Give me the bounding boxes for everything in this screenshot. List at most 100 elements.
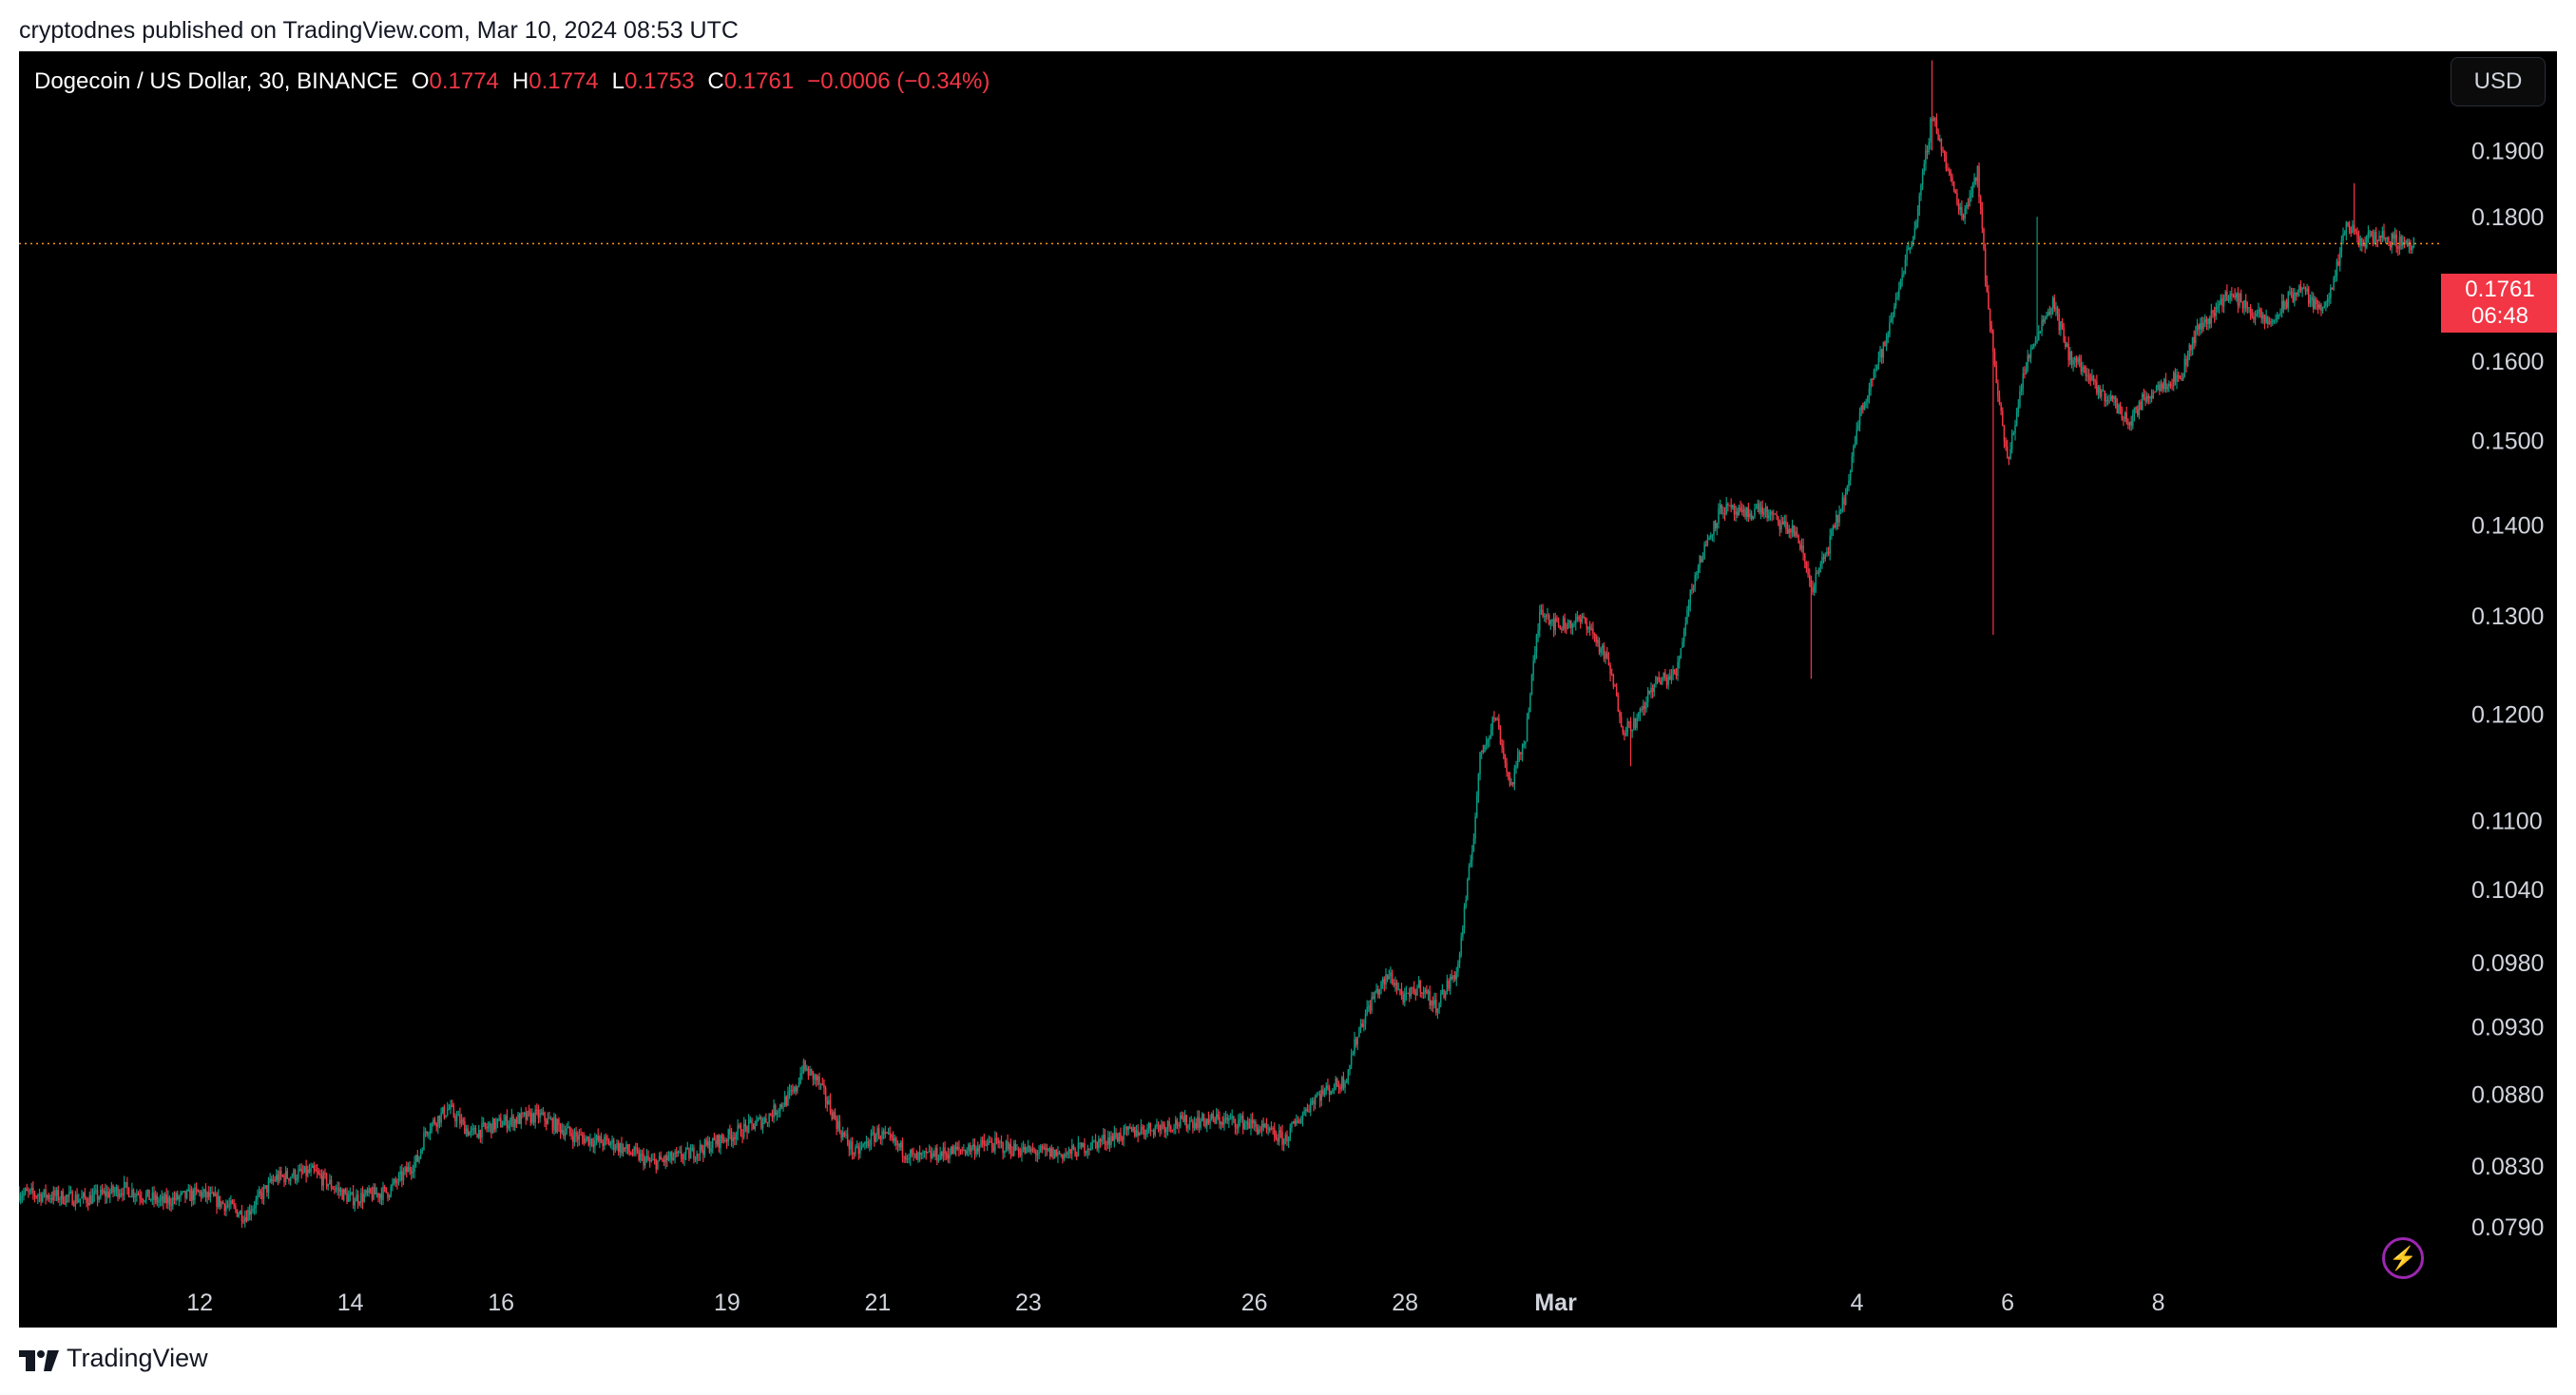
candle-body xyxy=(2275,318,2277,320)
candle-body xyxy=(1687,603,1690,610)
candle-body xyxy=(2193,336,2195,344)
candle-body xyxy=(567,1126,569,1129)
candle-body xyxy=(2284,301,2286,310)
candle-body xyxy=(1279,1130,1282,1133)
candle-body xyxy=(67,1194,68,1196)
tradingview-logo-icon xyxy=(19,1348,59,1371)
candle-body xyxy=(1035,1151,1037,1156)
candle-body xyxy=(1759,503,1760,513)
candle-body xyxy=(756,1120,758,1126)
candle-body xyxy=(1945,156,1948,169)
candle-body xyxy=(2376,239,2379,242)
candle-body xyxy=(1636,717,1638,728)
candle-body xyxy=(1463,907,1466,929)
candle-body xyxy=(129,1196,131,1198)
candle-body xyxy=(1065,1155,1067,1156)
candle-body xyxy=(303,1166,306,1173)
candle-body xyxy=(1506,763,1508,773)
candle-body xyxy=(1253,1121,1256,1124)
candle-body xyxy=(763,1118,765,1123)
symbol-title[interactable]: Dogecoin / US Dollar, 30, BINANCE xyxy=(34,68,398,94)
candle-body xyxy=(451,1104,453,1107)
candle-body xyxy=(689,1151,692,1159)
candle-body xyxy=(1701,559,1704,563)
candle-body xyxy=(694,1158,697,1160)
candle-body xyxy=(1281,1132,1283,1145)
candle-body xyxy=(1733,505,1736,515)
candle-body xyxy=(1125,1127,1128,1131)
candle-body xyxy=(917,1152,919,1160)
candle-body xyxy=(1496,718,1498,720)
candle-body xyxy=(2367,232,2370,237)
candle-body xyxy=(2343,233,2346,235)
candle-body xyxy=(1909,247,1912,249)
candle-body xyxy=(625,1144,627,1149)
candle-body xyxy=(2355,230,2357,232)
candle-body xyxy=(1677,661,1679,676)
candle-body xyxy=(106,1191,108,1197)
candle-body xyxy=(1187,1125,1189,1129)
candle-body xyxy=(1617,696,1620,712)
candle-body xyxy=(1978,166,1980,198)
candle-body xyxy=(1260,1123,1263,1131)
candle-body xyxy=(747,1119,750,1133)
candle-body xyxy=(1761,506,1763,515)
candle-body xyxy=(1328,1087,1331,1095)
tradingview-logo[interactable]: TradingView xyxy=(19,1344,208,1373)
candle-body xyxy=(336,1188,338,1190)
candle-body xyxy=(985,1144,987,1147)
candle-body xyxy=(1352,1054,1355,1056)
candle-body xyxy=(2019,391,2021,407)
candle-body xyxy=(465,1128,468,1135)
chart-panel[interactable]: 0.20000.19000.18000.17000.16000.15000.14… xyxy=(19,51,2557,1328)
candle-body xyxy=(2374,231,2375,244)
candle-body xyxy=(134,1195,136,1197)
candle-body xyxy=(2053,297,2056,310)
currency-button[interactable]: USD xyxy=(2451,57,2546,106)
candle-body xyxy=(253,1207,256,1209)
candle-body xyxy=(860,1145,863,1148)
candle-body xyxy=(310,1167,312,1173)
candle-body xyxy=(1728,505,1731,506)
candle-body xyxy=(544,1112,546,1121)
candle-body xyxy=(1313,1100,1315,1105)
candle-body xyxy=(1048,1148,1051,1157)
candle-body xyxy=(435,1123,437,1127)
candle-body xyxy=(988,1140,990,1143)
candle-body xyxy=(1554,618,1557,631)
candle-body xyxy=(1624,733,1627,736)
candle-body xyxy=(527,1111,529,1120)
candle-body xyxy=(641,1154,644,1156)
candle-body xyxy=(266,1185,268,1194)
candle-body xyxy=(1228,1118,1230,1121)
candle-body xyxy=(197,1190,199,1193)
candle-body xyxy=(462,1119,464,1121)
candle-body xyxy=(1120,1133,1122,1140)
candle-body xyxy=(633,1147,635,1155)
lightning-icon[interactable]: ⚡ xyxy=(2382,1237,2424,1279)
candle-body xyxy=(1721,505,1723,514)
candle-body xyxy=(1940,139,1943,151)
candle-body xyxy=(812,1071,815,1080)
candle-body xyxy=(93,1191,95,1195)
candle-body xyxy=(1084,1143,1086,1154)
candle-body xyxy=(771,1115,774,1118)
candle-body xyxy=(522,1112,524,1114)
candle-body xyxy=(2118,404,2120,414)
candle-body xyxy=(1703,545,1705,560)
candle-body xyxy=(1672,669,1674,676)
candlestick-chart[interactable]: 0.20000.19000.18000.17000.16000.15000.14… xyxy=(19,51,2557,1328)
candle-body xyxy=(1783,521,1786,525)
candle-body xyxy=(2086,374,2088,376)
candle-body xyxy=(672,1157,675,1160)
candle-body xyxy=(1008,1144,1010,1150)
candle-body xyxy=(2008,457,2010,460)
candle-body xyxy=(2135,407,2137,410)
candle-body xyxy=(1874,369,1876,372)
candle-body xyxy=(2092,375,2095,381)
candle-body xyxy=(1429,991,1431,1006)
candle-body xyxy=(1884,341,1886,347)
candle-body xyxy=(1796,531,1798,536)
candle-body xyxy=(1000,1141,1003,1143)
candle-body xyxy=(501,1125,504,1128)
